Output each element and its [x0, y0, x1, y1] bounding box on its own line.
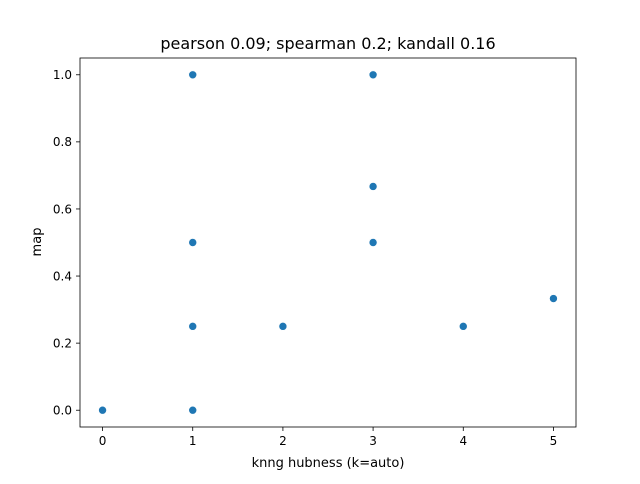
data-point — [98, 405, 107, 415]
x-tick-label: 0 — [99, 434, 107, 448]
y-tick-label: 0.0 — [53, 404, 72, 418]
data-point — [368, 182, 378, 191]
y-tick-label: 0.2 — [53, 336, 72, 350]
y-axis-label: map — [30, 228, 45, 257]
data-point — [278, 322, 288, 331]
y-tick-label: 0.8 — [53, 135, 72, 149]
x-tick-label: 3 — [369, 434, 377, 448]
y-tick-label: 1.0 — [53, 68, 72, 82]
data-point — [368, 238, 378, 247]
data-point — [188, 322, 198, 331]
plot-area: 0 1 2 3 4 5 0.0 0.2 0.4 0.6 0.8 1.0 — [53, 57, 577, 448]
data-point — [458, 322, 468, 331]
y-tick-label: 0.4 — [53, 269, 72, 283]
x-tick-label: 4 — [459, 434, 467, 448]
x-tick-label: 2 — [279, 434, 287, 448]
x-tick-label: 1 — [189, 434, 197, 448]
y-tick-label: 0.6 — [53, 202, 72, 216]
x-axis-label: knng hubness (k=auto) — [252, 456, 405, 471]
x-tick-label: 5 — [550, 434, 558, 448]
chart-title: pearson 0.09; spearman 0.2; kandall 0.16 — [160, 34, 495, 53]
data-point — [188, 405, 198, 415]
data-point — [188, 238, 198, 247]
data-point — [549, 294, 558, 303]
data-point — [368, 70, 378, 80]
plot-frame — [79, 57, 577, 428]
data-point — [188, 70, 198, 80]
